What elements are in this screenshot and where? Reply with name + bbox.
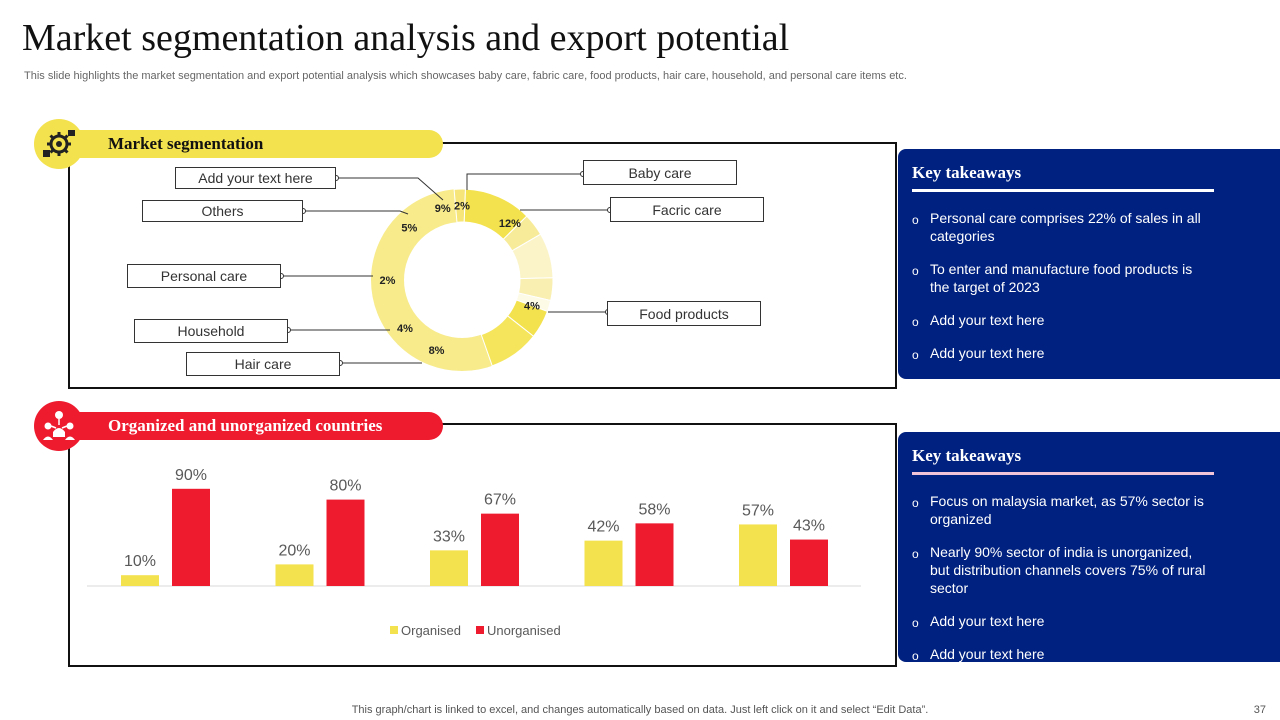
countries-heading: Organized and unorganized countries	[108, 416, 383, 435]
segment-label-fabric-care: Facric care	[610, 197, 764, 222]
bullet-icon: o	[912, 616, 919, 630]
bullet-icon: o	[912, 213, 919, 227]
gear-cluster-icon	[43, 130, 75, 157]
donut-value-label: 4%	[397, 323, 413, 335]
legend-swatch-organised	[390, 626, 398, 634]
segment-label-personal-care: Personal care	[127, 264, 281, 288]
donut-value-label: 12%	[499, 218, 521, 230]
bar-value-label: 58%	[638, 501, 670, 518]
legend-label-organised: Organised	[401, 623, 461, 638]
legend-label-unorganised: Unorganised	[487, 623, 561, 638]
bullet-icon: o	[912, 264, 919, 278]
segmentation-heading-pill: Market segmentation	[58, 130, 443, 158]
legend-swatch-unorganised	[476, 626, 484, 634]
bar-value-label: 90%	[175, 467, 207, 484]
bullet-icon: o	[912, 348, 919, 362]
segment-label-hair-care: Hair care	[186, 352, 340, 376]
segmentation-heading: Market segmentation	[108, 134, 264, 153]
key-takeaways-top-list: o Personal care comprises 22% of sales in…	[912, 209, 1212, 377]
bar-value-label: 57%	[742, 502, 774, 519]
key-takeaways-top-heading: Key takeaways	[912, 163, 1022, 182]
bar-unorganised	[481, 513, 519, 586]
countries-badge	[34, 401, 84, 451]
donut-value-label: 2%	[454, 201, 470, 213]
bar-value-label: 67%	[484, 492, 516, 509]
leader-line-baby-care	[466, 173, 583, 190]
bullet-icon: o	[912, 315, 919, 329]
donut-value-label: 5%	[401, 222, 417, 234]
page-subtitle: This slide highlights the market segment…	[24, 70, 907, 82]
segmentation-badge	[34, 119, 84, 169]
leader-line-add-text	[336, 177, 444, 201]
bar-unorganised	[635, 523, 674, 586]
bar-value-label: 80%	[329, 478, 361, 495]
donut-slice	[480, 315, 535, 367]
countries-heading-pill: Organized and unorganized countries	[58, 412, 443, 440]
bullet-icon: o	[912, 547, 919, 561]
takeaway-item: o To enter and manufacture food products …	[912, 261, 1193, 295]
takeaway-item: o Add your text here	[912, 646, 1045, 663]
takeaway-item: o Add your text here	[912, 345, 1045, 362]
segment-label-household: Household	[134, 319, 288, 343]
bar-value-label: 33%	[433, 528, 465, 545]
page-number: 37	[1253, 704, 1266, 716]
people-network-icon	[43, 411, 75, 440]
segment-label-others: Others	[142, 200, 303, 222]
bar-value-label: 10%	[124, 553, 156, 570]
bar-unorganised	[172, 488, 210, 586]
bar-unorganised	[326, 499, 365, 586]
leader-line-others	[303, 210, 409, 215]
key-takeaways-bottom-heading: Key takeaways	[912, 446, 1022, 465]
footer-note: This graph/chart is linked to excel, and…	[351, 704, 929, 716]
bar-organised	[121, 575, 159, 586]
segment-label-add-text: Add your text here	[175, 167, 336, 189]
key-takeaways-top-rule	[912, 189, 1214, 192]
takeaway-item: o Nearly 90% sector of india is unorganiz…	[912, 544, 1206, 596]
bar-organised	[430, 550, 468, 586]
takeaway-item: o Add your text here	[912, 613, 1045, 630]
bar-organised	[275, 564, 314, 586]
donut-value-label: 8%	[429, 345, 445, 357]
key-takeaways-bottom: Key takeaways o Focus on malaysia market,…	[898, 432, 1280, 663]
page-title: Market segmentation analysis and export …	[22, 17, 790, 59]
key-takeaways-bottom-list: o Focus on malaysia market, as 57% sector…	[912, 492, 1212, 678]
bar-value-label: 42%	[587, 519, 619, 536]
bar-organised	[739, 524, 777, 586]
segment-label-food-products: Food products	[607, 301, 761, 326]
segment-label-baby-care: Baby care	[583, 160, 737, 185]
bar-unorganised	[790, 539, 828, 586]
key-takeaways-top: Key takeaways o Personal care comprises 2…	[898, 149, 1280, 379]
takeaway-item: o Personal care comprises 22% of sales in…	[912, 210, 1201, 244]
bullet-icon: o	[912, 496, 919, 510]
donut-value-label: 2%	[380, 275, 396, 287]
bar-value-label: 43%	[793, 518, 825, 535]
bar-value-label: 20%	[278, 542, 310, 559]
takeaway-item: o Add your text here	[912, 312, 1045, 329]
takeaway-item: o Focus on malaysia market, as 57% sector…	[912, 493, 1204, 527]
bullet-icon: o	[912, 649, 919, 663]
bar-organised	[584, 540, 623, 586]
donut-value-label: 4%	[524, 300, 540, 312]
donut-value-label: 9%	[435, 203, 451, 215]
key-takeaways-bottom-rule	[912, 472, 1214, 475]
